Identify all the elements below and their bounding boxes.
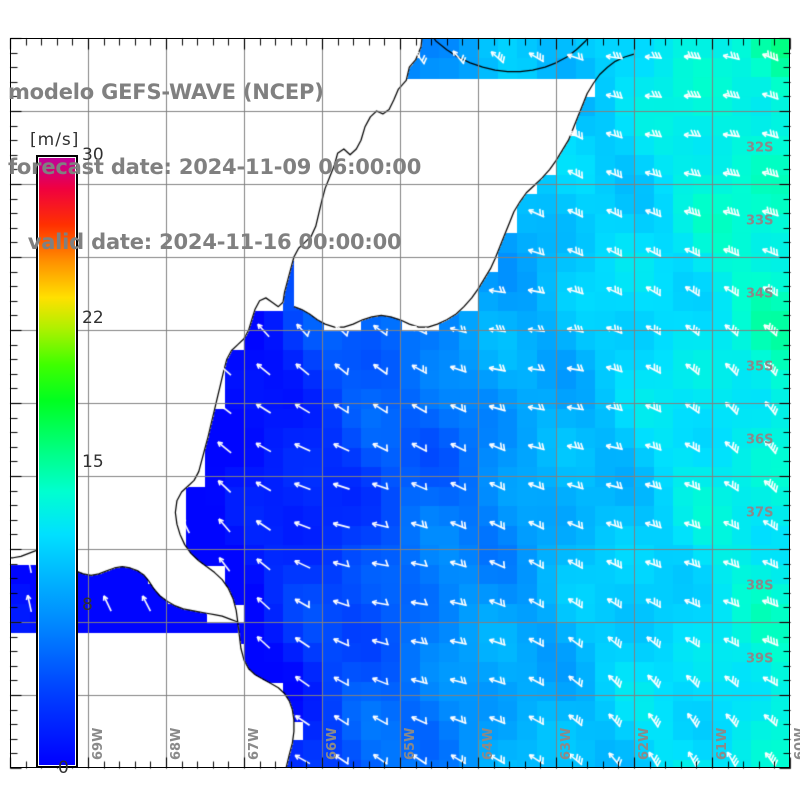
- lon-label-63W: 63W: [559, 727, 574, 760]
- model-title: modelo GEFS-WAVE (NCEP): [8, 80, 324, 104]
- lon-label-66W: 66W: [325, 727, 340, 760]
- lon-label-69W: 69W: [91, 727, 106, 760]
- lat-label-37S: 37S: [746, 505, 774, 520]
- lat-label-38S: 38S: [746, 578, 774, 593]
- colorbar-tick-0: 0: [58, 758, 69, 778]
- title-block: modelo GEFS-WAVE (NCEP) forecast date: 2…: [8, 30, 421, 305]
- colorbar-gradient: [38, 157, 76, 766]
- colorbar[interactable]: [36, 155, 78, 768]
- lat-label-32S: 32S: [746, 140, 774, 155]
- forecast-date-label: forecast date: 2024-11-09 06:00:00: [8, 155, 422, 179]
- lat-label-35S: 35S: [746, 359, 774, 374]
- lon-label-61W: 61W: [715, 727, 730, 760]
- lon-label-65W: 65W: [403, 727, 418, 760]
- lat-label-39S: 39S: [746, 651, 774, 666]
- valid-date-label: valid date: 2024-11-16 00:00:00: [27, 230, 402, 254]
- colorbar-tick-22: 22: [82, 308, 104, 329]
- lon-label-68W: 68W: [169, 727, 184, 760]
- lat-label-33S: 33S: [746, 213, 774, 228]
- colorbar-tick-15: 15: [82, 451, 104, 472]
- lat-label-36S: 36S: [746, 432, 774, 447]
- lon-label-67W: 67W: [247, 727, 262, 760]
- lat-label-34S: 34S: [746, 286, 774, 301]
- lon-label-62W: 62W: [637, 727, 652, 760]
- colorbar-tick-8: 8: [82, 594, 93, 615]
- lon-label-60W: 60W: [793, 727, 800, 760]
- colorbar-tick-30: 30: [82, 145, 104, 165]
- colorbar-units-label: [m/s]: [30, 130, 80, 150]
- lon-label-64W: 64W: [481, 727, 496, 760]
